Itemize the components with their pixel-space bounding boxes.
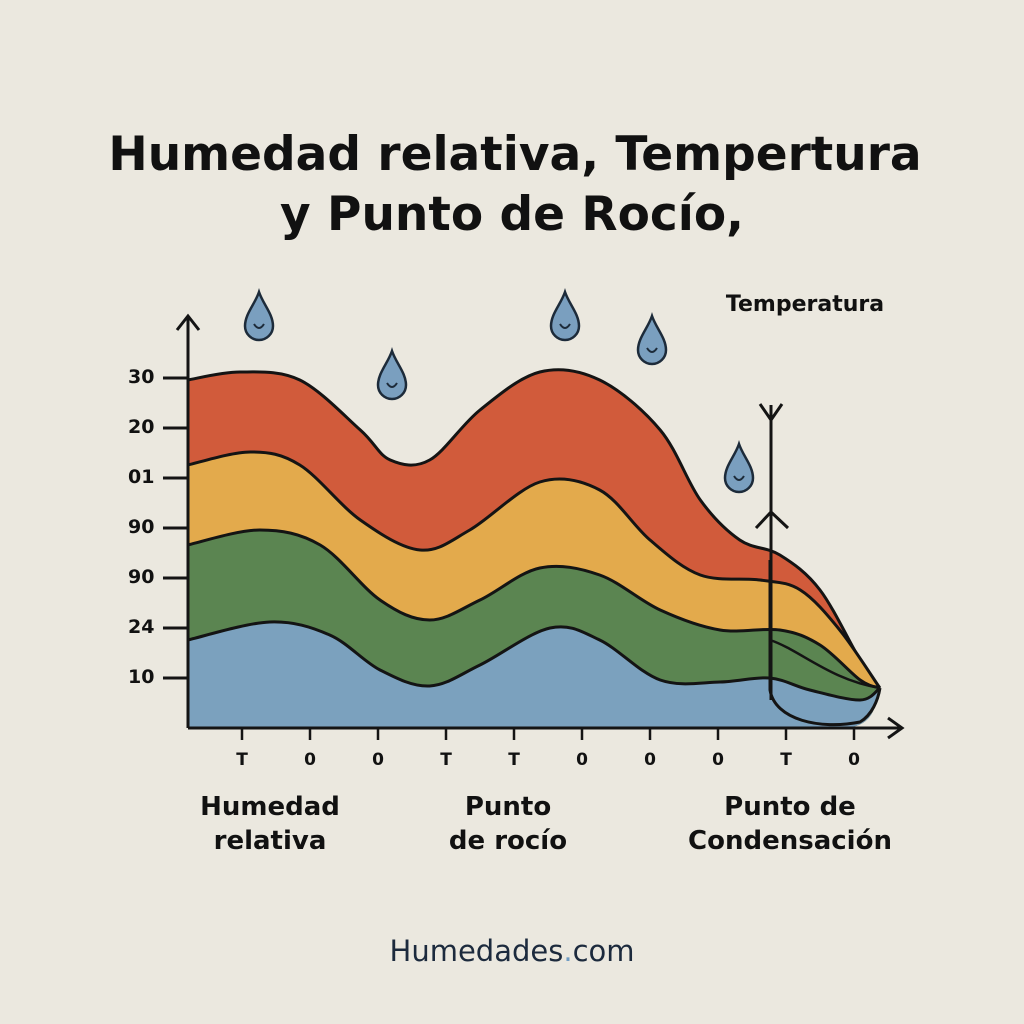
marker-chevron-top [758, 403, 784, 423]
x-group-label-humedad: Humedad relativa [200, 792, 340, 856]
x-tick-label: T [508, 750, 520, 770]
water-drop-icon [549, 288, 581, 342]
x-tick-label: T [440, 750, 452, 770]
chart-title-line-1: Humedad relativa, Tempertura [108, 127, 922, 182]
x-tick-label: 0 [712, 750, 724, 770]
chart-title-line-2: y Punto de Rocío, [280, 187, 744, 242]
water-drop-smile [559, 323, 571, 329]
y-tick-label: 90 [128, 516, 155, 538]
y-tick-label: 90 [128, 566, 155, 588]
water-drop-icon [243, 288, 275, 342]
x-group-label-punto-rocio: Punto de rocío [448, 792, 568, 856]
x-group-label-condensacion: Punto de Condensación [688, 792, 892, 856]
y-axis-arrow [175, 313, 201, 331]
x-tick-label: 0 [372, 750, 384, 770]
area-band-3 [187, 621, 880, 728]
brand-logo: Humedades.com [389, 934, 635, 968]
temperature-label: Temperatura [725, 292, 885, 317]
water-drop-icon [376, 347, 408, 401]
x-tick-label: 0 [304, 750, 316, 770]
condensation-curve [768, 560, 882, 727]
y-tick-label: 24 [128, 616, 155, 638]
water-drop-icon [723, 440, 755, 494]
condensation-line-inner [769, 638, 881, 690]
water-drop-smile [646, 347, 658, 353]
x-axis-arrow [887, 716, 905, 740]
y-tick-label: 01 [128, 466, 155, 488]
water-drop-smile [386, 382, 398, 388]
area-boundary-1 [187, 450, 882, 689]
x-tick-label: 0 [644, 750, 656, 770]
x-tick-label: 0 [848, 750, 860, 770]
marker-chevron-mid [754, 509, 790, 530]
x-tick-label: T [780, 750, 792, 770]
y-tick-label: 10 [128, 666, 155, 688]
water-drop-smile [733, 475, 745, 481]
area-boundary-0 [187, 368, 882, 689]
y-tick-label: 20 [128, 416, 155, 438]
x-tick-label: T [236, 750, 248, 770]
y-tick-label: 30 [128, 366, 155, 388]
x-tick-label: 0 [576, 750, 588, 770]
water-drop-icon [636, 312, 668, 366]
water-drop-smile [253, 323, 265, 329]
area-boundary-2 [187, 528, 881, 690]
area-boundary-3 [187, 620, 881, 702]
